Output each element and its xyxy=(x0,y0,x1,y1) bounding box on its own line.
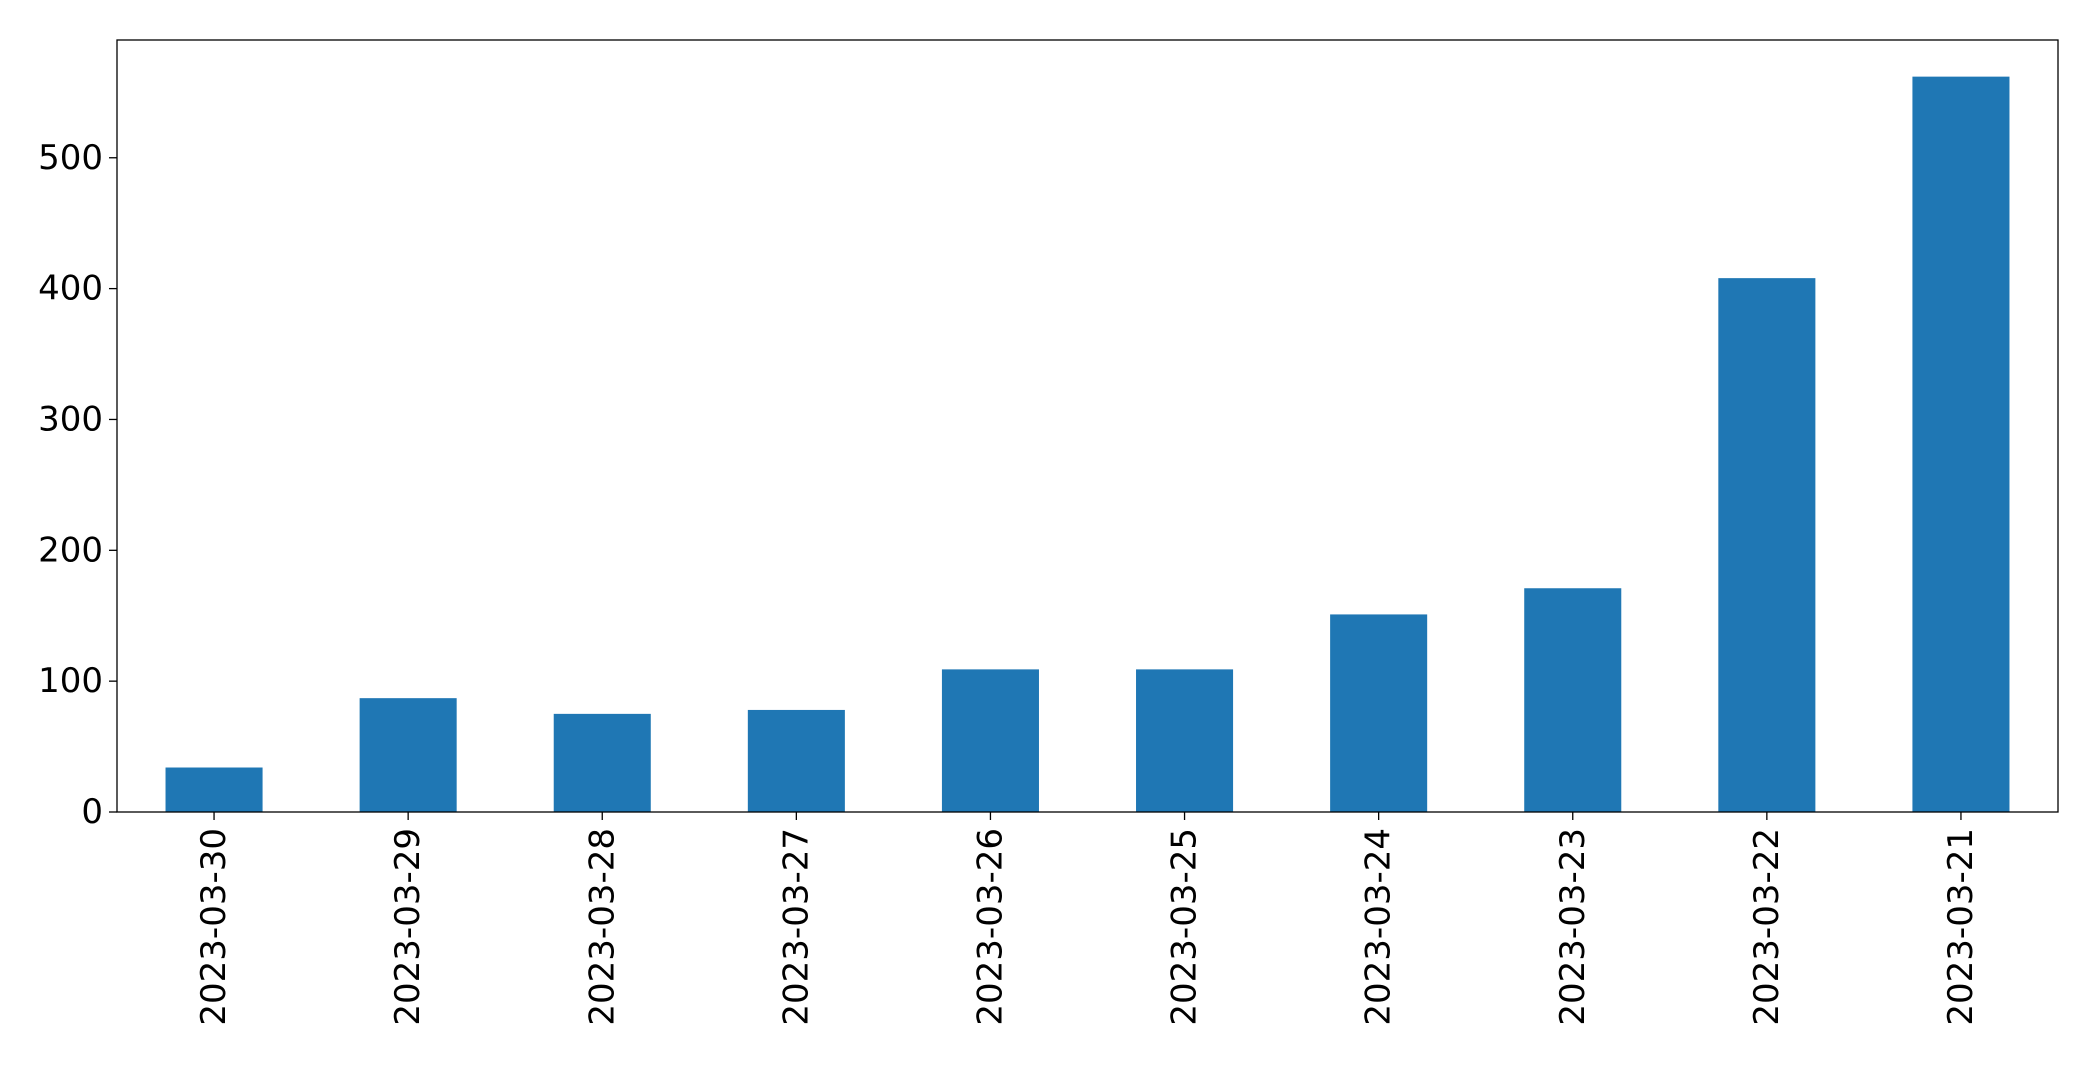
y-tick-label: 0 xyxy=(81,792,103,832)
y-tick-label: 200 xyxy=(38,530,103,570)
plot-frame xyxy=(116,39,2059,813)
x-tick-label: 2023-03-30 xyxy=(194,828,234,1026)
x-tick-label: 2023-03-23 xyxy=(1553,828,1593,1026)
bar-2023-03-22 xyxy=(1718,278,1816,813)
x-tick-label: 2023-03-27 xyxy=(776,828,816,1026)
bar-2023-03-21 xyxy=(1912,76,2010,813)
x-tick-label: 2023-03-25 xyxy=(1165,828,1205,1026)
x-axis: 2023-03-30 2023-03-29 2023-03-28 2023-03-27… xyxy=(194,812,1981,1026)
y-tick-label: 400 xyxy=(38,269,103,309)
bar-2023-03-25 xyxy=(1136,669,1234,812)
x-tick-label: 2023-03-29 xyxy=(388,828,428,1026)
x-tick-label: 2023-03-28 xyxy=(582,828,622,1026)
bar-2023-03-26 xyxy=(941,669,1039,812)
bar-group xyxy=(165,76,2010,813)
x-tick-label: 2023-03-26 xyxy=(970,828,1010,1026)
x-tick-label: 2023-03-22 xyxy=(1747,828,1787,1026)
y-tick-label: 100 xyxy=(38,661,103,701)
bar-2023-03-30 xyxy=(165,767,263,812)
x-tick-label: 2023-03-24 xyxy=(1359,828,1399,1026)
bar-2023-03-24 xyxy=(1330,614,1428,812)
y-tick-label: 300 xyxy=(38,399,103,439)
bar-2023-03-27 xyxy=(747,709,845,812)
bar-2023-03-28 xyxy=(553,713,651,812)
x-tick-label: 2023-03-21 xyxy=(1941,828,1981,1026)
y-axis: 0 100 200 300 400 500 xyxy=(38,138,117,832)
y-tick-label: 500 xyxy=(38,138,103,178)
bar-2023-03-23 xyxy=(1524,588,1622,812)
bar-2023-03-29 xyxy=(359,698,457,812)
